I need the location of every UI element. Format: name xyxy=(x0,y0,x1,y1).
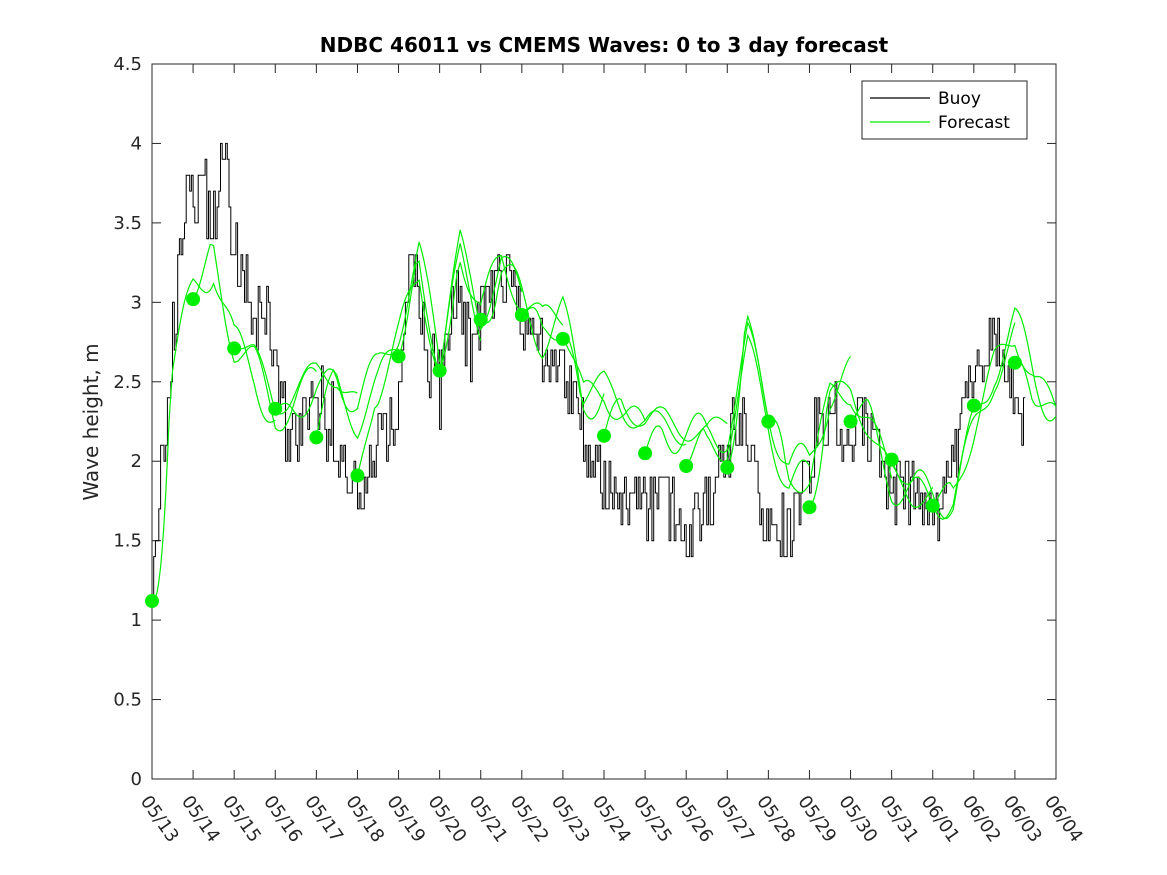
forecast-start-marker xyxy=(227,341,242,356)
forecast-start-marker xyxy=(268,401,283,416)
y-tick-label: 3 xyxy=(131,292,142,313)
forecast-start-marker xyxy=(597,428,611,443)
forecast-start-marker xyxy=(884,452,899,467)
forecast-start-marker xyxy=(473,312,488,327)
forecast-start-marker xyxy=(638,446,653,461)
y-tick-label: 4 xyxy=(131,133,142,154)
forecast-line xyxy=(439,254,564,371)
y-tick-label: 1.5 xyxy=(113,531,142,552)
forecast-line xyxy=(932,343,1056,507)
forecast-start-marker xyxy=(761,414,776,429)
forecast-line xyxy=(275,348,399,440)
forecast-start-marker xyxy=(391,349,406,364)
forecast-line xyxy=(644,320,769,455)
y-tick-label: 2 xyxy=(131,451,142,472)
forecast-start-marker xyxy=(843,414,858,429)
forecast-start-marker xyxy=(514,308,529,323)
forecast-start-marker xyxy=(186,292,201,307)
forecast-line xyxy=(480,263,605,420)
forecast-line xyxy=(726,314,851,468)
forecast-line xyxy=(315,241,441,438)
y-tick-label: 1 xyxy=(131,610,142,631)
forecast-line xyxy=(152,278,276,603)
forecast-line xyxy=(973,306,1056,422)
forecast-line xyxy=(562,336,687,446)
forecast-start-marker xyxy=(679,458,694,473)
y-tick-label: 3.5 xyxy=(113,213,142,234)
forecast-line xyxy=(767,382,893,494)
y-tick-label: 4.5 xyxy=(113,54,142,75)
legend-label: Buoy xyxy=(938,89,981,109)
legend: Buoy Forecast xyxy=(861,80,1028,140)
forecast-line xyxy=(521,306,646,421)
forecast-line xyxy=(192,243,317,432)
chart-title: NDBC 46011 vs CMEMS Waves: 0 to 3 day fo… xyxy=(320,33,889,57)
y-tick-label: 0 xyxy=(131,769,142,790)
y-axis-label: Wave height, m xyxy=(79,343,103,500)
y-tick-label: 2.5 xyxy=(113,372,142,393)
forecast-start-marker xyxy=(555,331,570,346)
forecast-start-marker xyxy=(1007,355,1022,370)
forecast-start-marker xyxy=(802,500,817,515)
y-tick-label: 0.5 xyxy=(113,690,142,711)
forecast-line xyxy=(809,380,934,508)
forecast-start-marker xyxy=(925,498,940,513)
forecast-start-marker xyxy=(966,398,981,413)
forecast-start-marker xyxy=(309,430,324,445)
legend-label: Forecast xyxy=(938,113,1010,133)
legend-box xyxy=(861,80,1028,140)
forecast-line xyxy=(685,333,811,489)
forecast-line xyxy=(891,322,1016,520)
forecast-start-marker xyxy=(350,468,365,483)
buoy-line xyxy=(152,142,1026,605)
forecast-start-marker xyxy=(720,460,735,475)
forecast-start-marker xyxy=(145,594,159,609)
forecast-line xyxy=(356,243,482,476)
forecast-line xyxy=(234,344,358,415)
forecast-start-marker xyxy=(432,363,447,378)
plot-series-group xyxy=(152,142,1056,605)
